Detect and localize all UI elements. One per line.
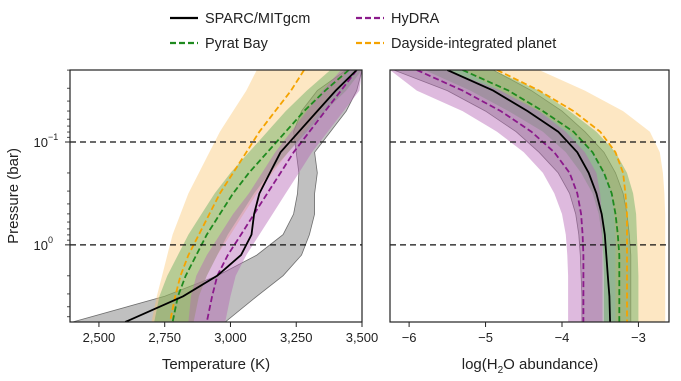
left-profile-lines (124, 70, 358, 322)
left-x-tick-label-0: 2,500 (83, 330, 116, 345)
left-x-tick-label-1: 2,750 (148, 330, 181, 345)
left-line-pyrat-bay (171, 70, 350, 322)
left-plot-frame (69, 69, 363, 323)
legend: SPARC/MITgcm HyDRA Pyrat Bay Dayside-int… (170, 11, 556, 52)
right-profile-lines (416, 70, 628, 322)
right-line-dayside-integrated-planet (496, 70, 628, 322)
right-band-dayside-integrated-planet (462, 70, 666, 322)
y-axis-title: Pressure (bar) (5, 148, 22, 244)
right-x-tick-label-3: −3 (631, 330, 646, 345)
right-reference-lines (390, 141, 669, 246)
right-uncertainty-bands (390, 70, 666, 322)
left-line-sparc-mitgcm (124, 70, 358, 322)
right-band-pyrat-bay (424, 70, 639, 322)
left-band-dayside-integrated-planet (151, 70, 349, 322)
left-x-tick-label-4: 3,500 (346, 330, 379, 345)
left-y-tick-exponent-0: −1 (48, 132, 58, 142)
right-line-hydra (416, 70, 585, 322)
right-line-sparc-mitgcm (446, 70, 611, 322)
legend-label-sparc: SPARC/MITgcm (205, 11, 310, 27)
left-band-pyrat-bay (154, 70, 362, 322)
left-x-tick-label-2: 3,000 (214, 330, 247, 345)
legend-label-dayside: Dayside-integrated planet (391, 36, 556, 52)
left-x-tick-label-3: 3,250 (280, 330, 313, 345)
right-x-tick-label-1: −5 (478, 330, 493, 345)
left-y-tick-exponent-1: 0 (48, 235, 53, 245)
water-abundance-panel: −6 −5 −4 −3 log(H2O abundance) (389, 69, 670, 376)
left-x-axis-title: Temperature (K) (162, 356, 270, 373)
legend-label-hydra: HyDRA (391, 11, 440, 27)
left-y-tick-label-1: 10 (34, 238, 48, 253)
left-reference-lines (70, 141, 362, 246)
legend-label-pyrat: Pyrat Bay (205, 36, 269, 52)
left-x-ticks: 2,500 2,750 3,000 3,250 3,500 (83, 322, 379, 345)
left-band-hydra (188, 70, 362, 322)
right-x-tick-label-0: −6 (402, 330, 417, 345)
right-x-ticks: −6 −5 −4 −3 (402, 322, 646, 345)
right-band-sparc-mitgcm (393, 70, 632, 322)
left-uncertainty-bands (72, 70, 362, 322)
right-x-axis-title: log(H2O abundance) (462, 356, 599, 376)
left-y-tick-label-0: 10 (34, 135, 48, 150)
right-line-pyrat-bay (462, 70, 621, 322)
right-plot-frame (389, 69, 670, 323)
right-x-tick-label-2: −4 (555, 330, 570, 345)
left-line-dayside-integrated-planet (169, 70, 305, 322)
left-band-sparc-mitgcm (72, 70, 362, 322)
right-band-hydra (390, 70, 603, 322)
